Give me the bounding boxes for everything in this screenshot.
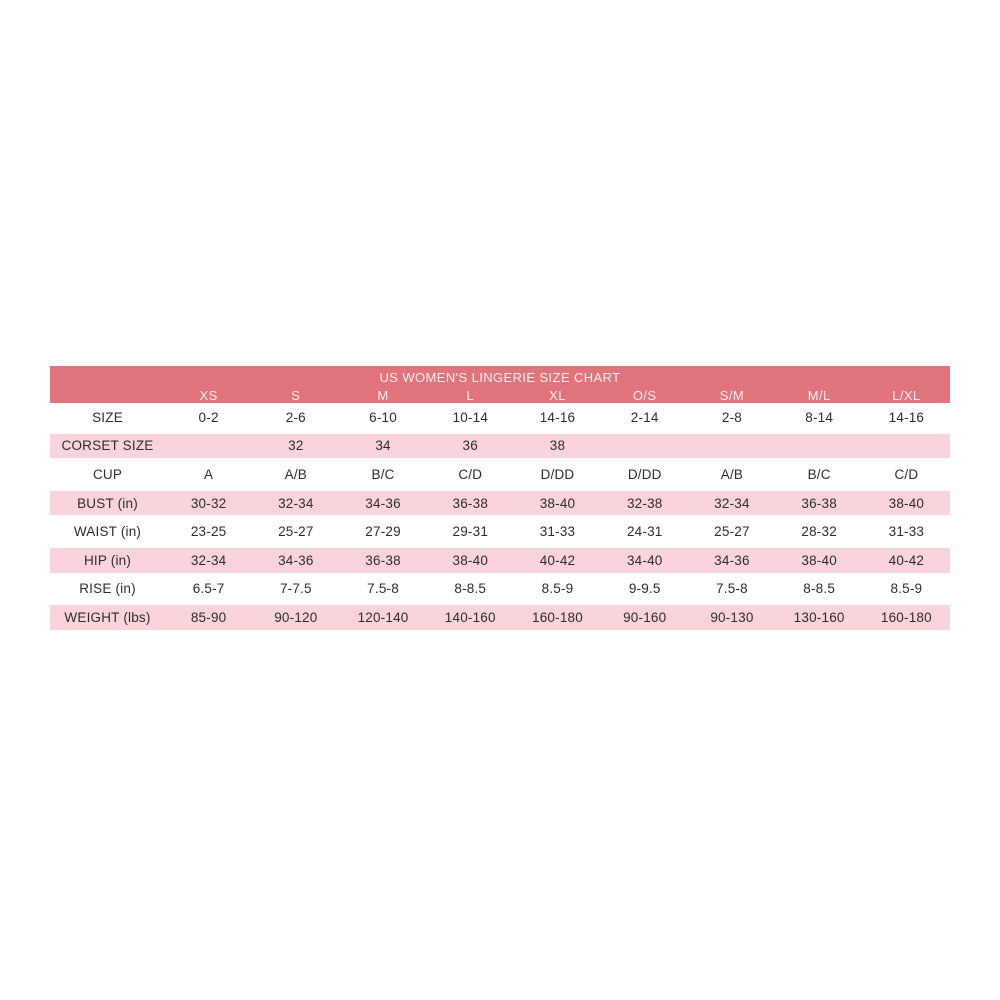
table-cell: 130-160 bbox=[793, 609, 845, 625]
table-cell: C/D bbox=[458, 466, 483, 482]
table-cell: A/B bbox=[284, 466, 308, 482]
table-cell: 34 bbox=[375, 438, 391, 454]
table-cell: 160-180 bbox=[532, 609, 583, 625]
row-label: WEIGHT (lbs) bbox=[64, 609, 151, 625]
table-cell: 85-90 bbox=[190, 609, 227, 625]
table-cell: A/B bbox=[720, 466, 744, 482]
table-cell: 8-14 bbox=[805, 409, 834, 425]
table-cell: 24-31 bbox=[626, 524, 663, 540]
table-cell: 140-160 bbox=[444, 609, 496, 625]
table-cell: 0-2 bbox=[198, 409, 219, 425]
table-cell: 8-8.5 bbox=[803, 581, 836, 597]
row-label: HIP (in) bbox=[83, 552, 132, 568]
table-cell: 32-38 bbox=[626, 495, 663, 511]
table-cell: C/D bbox=[894, 466, 919, 482]
table-cell: 32-34 bbox=[714, 495, 750, 511]
column-header: S/M bbox=[719, 387, 745, 403]
table-cell: 90-130 bbox=[710, 609, 754, 625]
table-cell: 90-160 bbox=[623, 609, 667, 625]
table-cell: 2-14 bbox=[630, 409, 659, 425]
table-cell: 34-36 bbox=[365, 495, 401, 511]
row-label: SIZE bbox=[92, 409, 123, 425]
table-row: SIZE 0-2 2-6 6-10 10-14 14-16 2-14 2-8 8-14 14-16 bbox=[50, 403, 950, 432]
table-cell: 36-38 bbox=[801, 495, 837, 511]
row-label: WAIST (in) bbox=[73, 524, 142, 540]
table-cell: 2-6 bbox=[285, 409, 306, 425]
chart-title: US WOMEN'S LINGERIE SIZE CHART bbox=[379, 370, 621, 385]
table-row: WEIGHT (lbs) 85-90 90-120 120-140 140-160 160… bbox=[50, 603, 950, 632]
table-cell: 30-32 bbox=[190, 495, 227, 511]
table-cell: 8.5-9 bbox=[541, 581, 574, 597]
table-cell: 8-8.5 bbox=[454, 581, 487, 597]
column-header: L bbox=[466, 387, 475, 403]
table-cell: 34-36 bbox=[714, 552, 750, 568]
table-body: SIZE 0-2 2-6 6-10 10-14 14-16 2-14 2-8 8-14 14-16… bbox=[50, 403, 950, 632]
table-cell: 120-140 bbox=[357, 609, 409, 625]
column-header: M/L bbox=[807, 387, 831, 403]
table-row: CUP A A/B B/C C/D D/DD D/DD A/B B/C C/D bbox=[50, 460, 950, 489]
table-cell: 36 bbox=[462, 438, 478, 454]
table-cell: 25-27 bbox=[714, 524, 750, 540]
row-label: RISE (in) bbox=[79, 581, 136, 597]
table-cell: 160-180 bbox=[880, 609, 932, 625]
table-cell: 27-29 bbox=[365, 524, 401, 540]
column-header-row: XS S M L XL O/S S/M M/L L/XL bbox=[50, 387, 950, 403]
table-cell: 32 bbox=[288, 438, 304, 454]
column-header: S bbox=[291, 387, 301, 403]
column-header: XL bbox=[549, 387, 566, 403]
table-cell: 7-7.5 bbox=[279, 581, 312, 597]
table-cell: D/DD bbox=[627, 466, 662, 482]
table-cell: 9-9.5 bbox=[628, 581, 661, 597]
table-cell: 36-38 bbox=[452, 495, 489, 511]
table-cell: 36-38 bbox=[365, 552, 401, 568]
column-header: L/XL bbox=[892, 387, 921, 403]
table-header: US WOMEN'S LINGERIE SIZE CHART XS S M L XL O/… bbox=[50, 366, 950, 403]
table-cell: 7.5-8 bbox=[367, 581, 399, 597]
table-cell: 34-36 bbox=[278, 552, 314, 568]
table-cell: B/C bbox=[807, 466, 831, 482]
table-cell: 14-16 bbox=[888, 409, 925, 425]
table-cell: A bbox=[204, 466, 214, 482]
table-cell: 38-40 bbox=[452, 552, 489, 568]
table-cell: 6.5-7 bbox=[192, 581, 225, 597]
table-cell: D/DD bbox=[540, 466, 575, 482]
row-label: CORSET SIZE bbox=[61, 438, 154, 454]
table-row: HIP (in) 32-34 34-36 36-38 38-40 40-42 34-40 34… bbox=[50, 545, 950, 575]
table-cell: 38-40 bbox=[539, 495, 576, 511]
table-cell: 38-40 bbox=[801, 552, 837, 568]
table-cell: 31-33 bbox=[888, 524, 925, 540]
table-cell: 8.5-9 bbox=[890, 581, 923, 597]
column-header: M bbox=[377, 387, 389, 403]
table-cell: 25-27 bbox=[278, 524, 314, 540]
table-cell: 31-33 bbox=[539, 524, 576, 540]
table-cell: 2-8 bbox=[721, 409, 742, 425]
table-cell: 32-34 bbox=[190, 552, 227, 568]
row-label: CUP bbox=[92, 466, 123, 482]
table-cell: 23-25 bbox=[190, 524, 227, 540]
table-cell: 34-40 bbox=[626, 552, 663, 568]
table-cell: 40-42 bbox=[888, 552, 925, 568]
table-row: WAIST (in) 23-25 25-27 27-29 29-31 31-33 24-31… bbox=[50, 517, 950, 546]
table-cell: 29-31 bbox=[452, 524, 489, 540]
table-row: RISE (in) 6.5-7 7-7.5 7.5-8 8-8.5 8.5-9 9-9.5 7… bbox=[50, 575, 950, 604]
table-row: BUST (in) 30-32 32-34 34-36 36-38 38-40 32-38 3… bbox=[50, 488, 950, 518]
column-header: O/S bbox=[632, 387, 657, 403]
row-label: BUST (in) bbox=[77, 495, 138, 511]
column-header: XS bbox=[199, 387, 218, 403]
table-cell: 90-120 bbox=[274, 609, 318, 625]
table-cell: B/C bbox=[371, 466, 395, 482]
table-cell: 28-32 bbox=[801, 524, 837, 540]
table-cell: 7.5-8 bbox=[716, 581, 748, 597]
table-row: CORSET SIZE 32 34 36 38 bbox=[50, 431, 950, 461]
table-cell: 32-34 bbox=[278, 495, 314, 511]
table-cell: 38-40 bbox=[888, 495, 925, 511]
size-chart-table: US WOMEN'S LINGERIE SIZE CHART XS S M L XL O/… bbox=[50, 366, 950, 632]
table-cell: 10-14 bbox=[452, 409, 489, 425]
table-cell: 40-42 bbox=[539, 552, 576, 568]
table-cell: 38 bbox=[549, 438, 566, 454]
table-cell: 6-10 bbox=[369, 409, 397, 425]
table-cell: 14-16 bbox=[539, 409, 576, 425]
